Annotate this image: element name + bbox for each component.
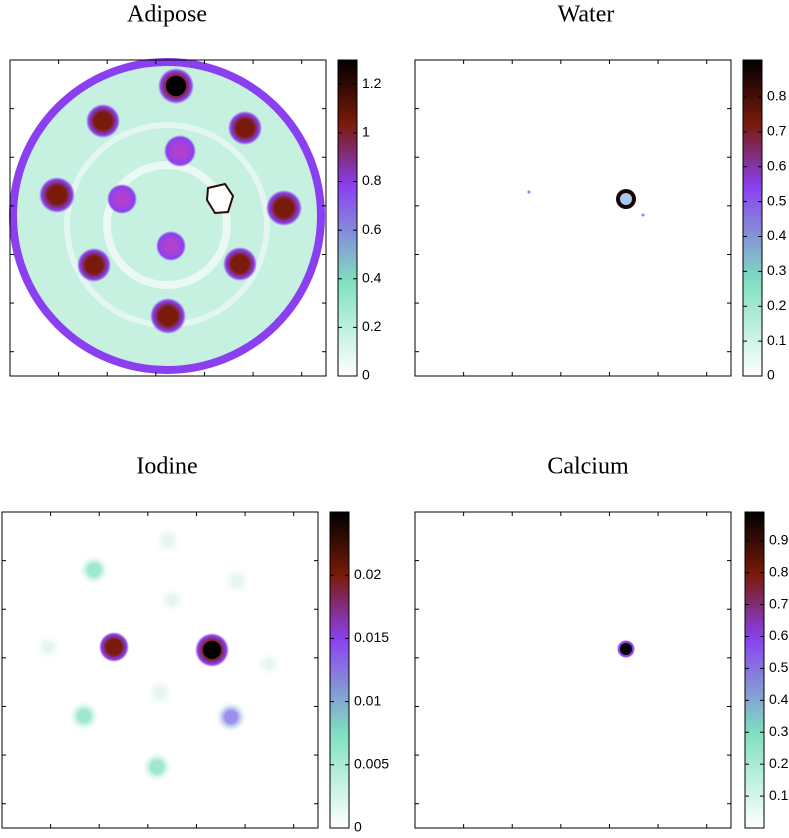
colorbar [742,59,763,377]
panel-title: Calcium [547,454,629,480]
colorbar-tick-label: 0.005 [354,756,389,772]
colorbar-tick-label: 0.2 [362,318,382,334]
image-frame [414,511,732,829]
panel-title: Adipose [127,2,207,28]
colorbar-tick-label: 0 [767,367,775,383]
colorbar-tick-label: 0.8 [767,88,787,104]
calcium-image [617,640,635,658]
colorbar-tick-label: 0.01 [354,692,381,708]
colorbar-tick-label: 0.3 [769,723,789,739]
colorbar-tick-label: 1.2 [362,75,382,91]
colorbar-tick-label: 0.1 [769,787,789,803]
colorbar-tick-label: 0.1 [767,332,787,348]
colorbar-tick-label: 0.015 [354,629,389,645]
colorbar [329,511,350,829]
colorbar-tick-label: 0.9 [769,531,789,547]
colorbar-tick-label: 0.4 [769,691,789,707]
colorbar-tick-label: 0 [362,367,370,383]
colorbar-tick-label: 0.4 [362,269,382,285]
colorbar [744,511,765,829]
colorbar-tick-label: 0.8 [769,563,789,579]
colorbar-tick-label: 0.4 [767,227,787,243]
colorbar-tick-label: 0.3 [767,262,787,278]
water-image [527,189,645,217]
panel-title: Iodine [136,454,197,480]
image-frame [414,59,732,377]
panel-title: Water [558,2,615,28]
colorbar-tick-label: 0.7 [767,123,787,139]
colorbar-tick-label: 0.6 [767,157,787,173]
iodine-image [35,527,281,782]
colorbar-tick-label: 0.5 [769,659,789,675]
image-frame [9,59,327,377]
colorbar-tick-label: 0.8 [362,172,382,188]
colorbar-tick-label: 0 [354,819,362,835]
colorbar-tick-label: 0.2 [767,297,787,313]
colorbar-tick-label: 0.6 [769,627,789,643]
colorbar-tick-label: 0.6 [362,221,382,237]
colorbar-tick-label: 0.2 [769,755,789,771]
colorbar-tick-label: 0.02 [354,566,381,582]
adipose-image [9,58,325,374]
colorbar [337,59,358,377]
colorbar-tick-label: 1 [362,124,370,140]
colorbar-tick-label: 0.7 [769,595,789,611]
image-frame [1,511,319,829]
colorbar-tick-label: 0.5 [767,192,787,208]
